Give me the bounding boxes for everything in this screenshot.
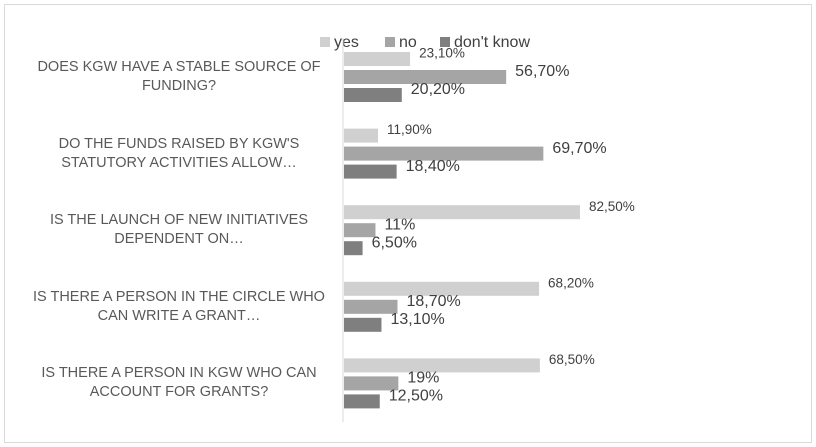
category-label: DOES KGW HAVE A STABLE SOURCE OF FUNDING… — [37, 59, 321, 94]
legend-swatch — [320, 37, 330, 47]
bar — [344, 376, 399, 391]
category-label: DO THE FUNDS RAISED BY KGW'S STATUTORY A… — [58, 135, 300, 171]
bar — [344, 317, 382, 332]
category-label: IS THE LAUNCH OF NEW INITIATIVES DEPENDE… — [49, 212, 309, 248]
bar — [344, 146, 544, 161]
value-label: 11,90% — [387, 122, 432, 137]
value-label: 69,70% — [552, 140, 606, 157]
value-label: 68,20% — [548, 275, 594, 290]
value-label: 18,40% — [406, 158, 460, 175]
bar — [344, 223, 376, 238]
bar — [344, 164, 397, 179]
bar — [344, 281, 540, 296]
legend-swatch — [385, 37, 395, 47]
value-label: 6,50% — [372, 234, 417, 251]
legend-label: don't know — [454, 34, 530, 51]
bar — [344, 299, 398, 314]
value-label: 12,50% — [389, 388, 443, 405]
value-label: 20,20% — [411, 81, 465, 98]
value-label: 19% — [407, 370, 439, 387]
bar — [344, 358, 540, 373]
value-label: 13,10% — [390, 311, 444, 328]
legend-label: no — [399, 34, 417, 51]
bar — [344, 394, 380, 409]
bar — [344, 52, 411, 66]
value-label: 18,70% — [406, 293, 460, 310]
category-label: IS THERE A PERSON IN THE CIRCLE WHO CAN … — [33, 288, 325, 324]
value-label: 82,50% — [589, 199, 635, 214]
bar — [344, 205, 580, 220]
value-label: 11% — [384, 216, 415, 233]
value-label: 68,50% — [549, 352, 595, 367]
bar — [344, 241, 363, 256]
value-label: 56,70% — [515, 63, 569, 80]
bar — [344, 128, 379, 143]
bar — [344, 88, 402, 102]
value-label: 23,10% — [419, 46, 465, 61]
bar — [344, 70, 507, 84]
legend-label: yes — [334, 34, 359, 51]
category-label: IS THERE A PERSON IN KGW WHO CAN ACCOUNT… — [41, 365, 317, 401]
legend-swatch — [440, 37, 450, 47]
